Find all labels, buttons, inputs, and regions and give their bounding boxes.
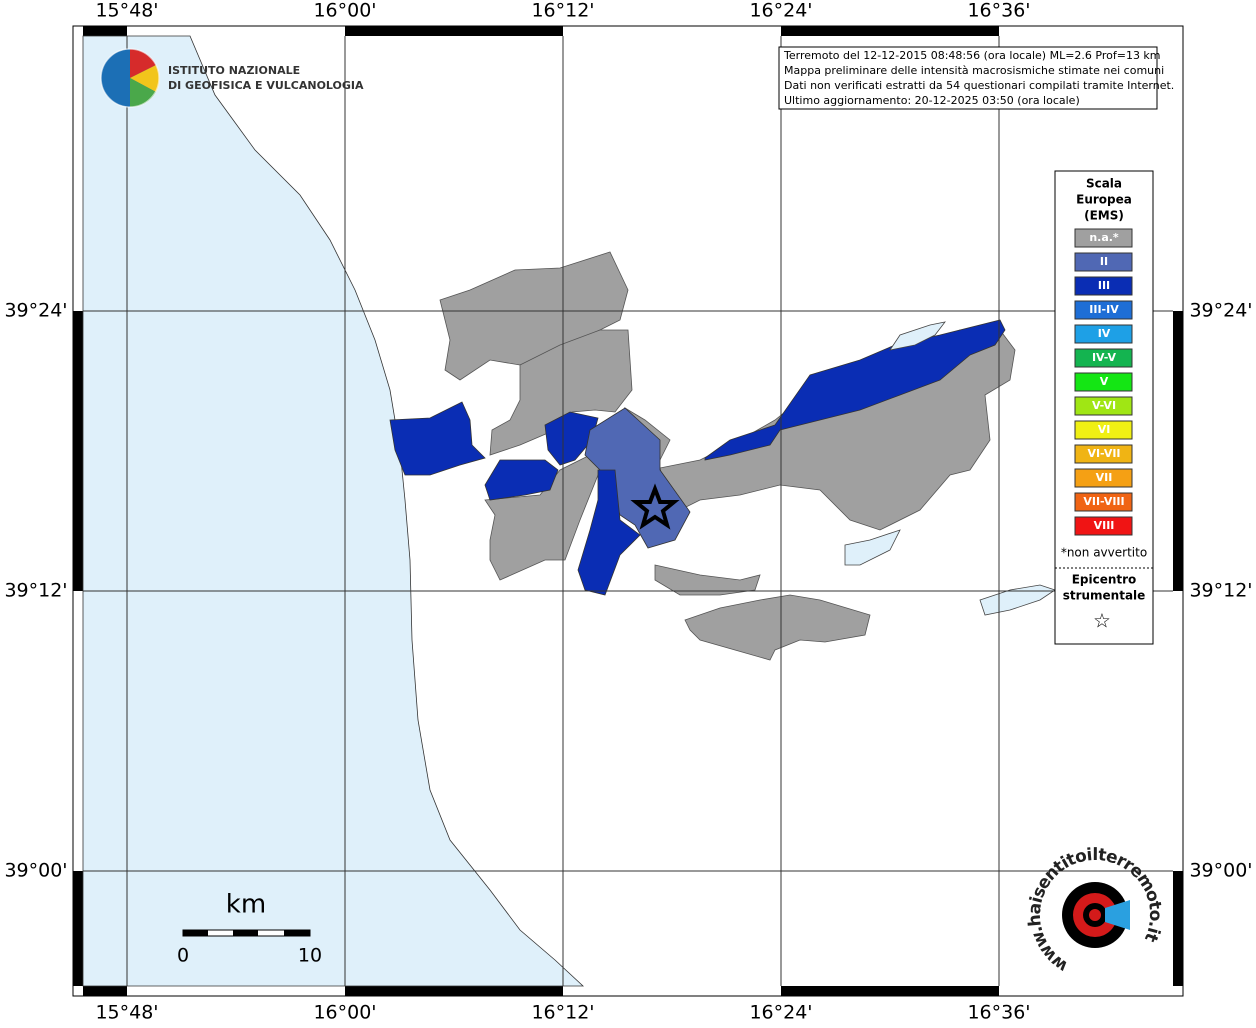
legend-label: V (1100, 375, 1109, 388)
latitude-label: 39°12' (4, 580, 67, 602)
legend-swatch (1074, 372, 1133, 392)
legend-label: n.a.* (1089, 231, 1119, 244)
legend-label: III (1098, 279, 1110, 292)
legend: ScalaEuropea(EMS)n.a.*IIIIIIII-IVIVIV-VV… (1055, 177, 1153, 633)
latitude-label: 39°00' (1189, 860, 1252, 882)
legend-title: Europea (1076, 193, 1132, 207)
longitude-label: 16°00' (313, 1002, 376, 1024)
legend-label: II (1100, 255, 1108, 268)
legend-epicenter-symbol: ☆ (1093, 609, 1111, 633)
info-line: Terremoto del 12-12-2015 08:48:56 (ora l… (783, 49, 1161, 62)
longitude-label: 16°36' (967, 1002, 1030, 1024)
info-line: Mappa preliminare delle intensità macros… (784, 64, 1164, 77)
legend-label: VII-VIII (1083, 495, 1124, 508)
institute-line: DI GEOFISICA E VULCANOLOGIA (168, 79, 364, 92)
sea (82, 35, 585, 987)
legend-label: III-IV (1089, 303, 1119, 316)
legend-swatch (1074, 300, 1133, 320)
longitude-label: 16°24' (749, 0, 812, 22)
legend-swatch (1074, 492, 1133, 512)
legend-swatch (1074, 420, 1133, 440)
legend-title: (EMS) (1084, 209, 1124, 223)
info-line: Ultimo aggiornamento: 20-12-2025 03:50 (… (784, 94, 1080, 107)
longitude-label: 16°12' (531, 0, 594, 22)
info-line: Dati non verificati estratti da 54 quest… (784, 79, 1174, 92)
legend-epicenter: Epicentro (1072, 573, 1137, 587)
legend-label: IV-V (1092, 351, 1117, 364)
latitude-label: 39°12' (1189, 580, 1252, 602)
epicenter-star (630, 483, 680, 530)
legend-swatch (1074, 468, 1133, 488)
legend-swatch (1074, 396, 1133, 416)
coordinate-labels: 15°48' 15°48' 16°00' 16°00' 16°12' 16°12' 16°2… (4, 0, 1252, 1024)
legend-title: Scala (1086, 177, 1122, 191)
legend-swatch (1074, 276, 1133, 296)
scale-unit: km (226, 890, 266, 920)
info-box (778, 46, 1158, 110)
latitude-label: 39°00' (4, 860, 67, 882)
legend-swatch (1074, 228, 1133, 248)
institute-line: ISTITUTO NAZIONALE (168, 64, 300, 77)
latitude-label: 39°24' (1189, 300, 1252, 322)
legend-label: VII (1096, 471, 1113, 484)
longitude-label: 16°36' (967, 0, 1030, 22)
legend-swatch (1074, 324, 1133, 344)
legend-swatch (1074, 444, 1133, 464)
legend-note: *non avvertito (1061, 546, 1147, 560)
frame-border (73, 26, 1183, 996)
legend-label: IV (1098, 327, 1111, 340)
legend-swatch (1074, 516, 1133, 536)
longitude-label: 15°48' (95, 1002, 158, 1024)
legend-swatch (1074, 348, 1133, 368)
info-text: Terremoto del 12-12-2015 08:48:56 (ora l… (783, 49, 1174, 107)
longitude-label: 15°48' (95, 0, 158, 22)
grid (83, 36, 1173, 986)
ingv-logo: ISTITUTO NAZIONALE DI GEOFISICA E VULCAN… (100, 48, 364, 108)
scale-bar: km 0 10 (177, 890, 322, 967)
legend-label: V-VI (1092, 399, 1116, 412)
longitude-label: 16°24' (749, 1002, 812, 1024)
latitude-label: 39°24' (4, 300, 67, 322)
legend-epicenter: strumentale (1063, 589, 1146, 603)
scale-label: 10 (298, 945, 322, 967)
legend-label: VIII (1094, 519, 1115, 532)
longitude-label: 16°12' (531, 1002, 594, 1024)
scale-label: 0 (177, 945, 189, 967)
legend-swatch (1074, 252, 1133, 272)
legend-label: VI-VII (1087, 447, 1120, 460)
longitude-label: 16°00' (313, 0, 376, 22)
legend-label: VI (1098, 423, 1111, 436)
